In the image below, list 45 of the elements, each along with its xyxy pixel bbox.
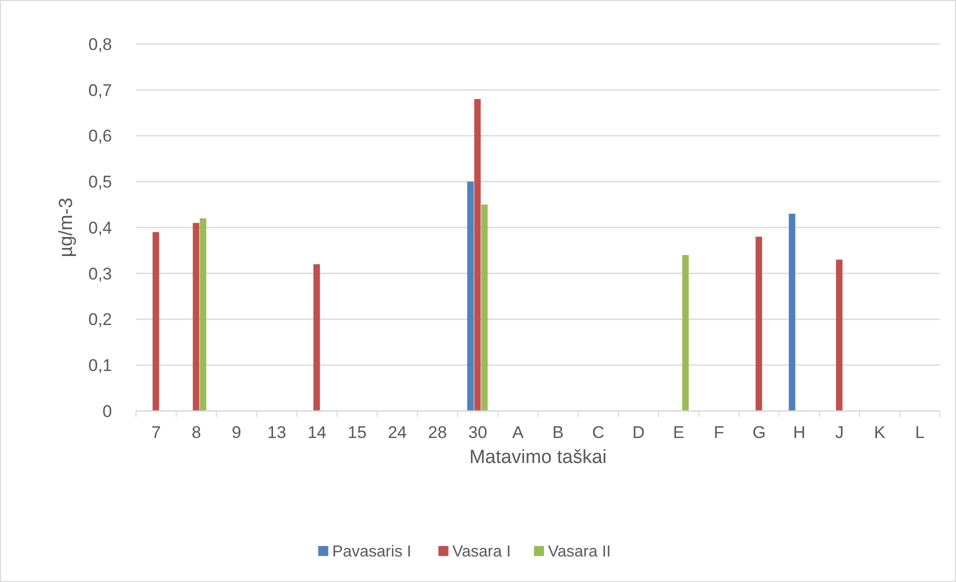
x-tick-label: 8 — [192, 423, 202, 442]
y-tick-label: 0,8 — [88, 34, 112, 54]
bar — [481, 204, 488, 411]
x-tick-label: 24 — [388, 423, 407, 442]
bar — [682, 255, 689, 411]
y-tick-label: 0,3 — [88, 264, 112, 284]
bar — [756, 236, 762, 411]
x-tick-label: C — [592, 423, 604, 442]
bar — [152, 232, 160, 411]
x-tick-label: D — [632, 423, 645, 442]
x-tick-label: K — [874, 423, 886, 442]
x-tick-label: 13 — [267, 423, 286, 442]
x-tick-label: J — [835, 423, 844, 442]
bar — [200, 218, 206, 411]
y-tick-label: 0,6 — [88, 126, 112, 146]
y-tick-label: 0,1 — [88, 356, 112, 376]
x-tick-label: H — [793, 423, 806, 442]
x-axis-title: Matavimo taškai — [469, 447, 607, 468]
bar — [788, 214, 796, 411]
legend-label: Vasara I — [452, 544, 511, 561]
bar — [474, 99, 481, 411]
x-tick-label: L — [915, 423, 925, 442]
x-tick-label: 9 — [232, 423, 242, 442]
x-tick-label: G — [752, 423, 766, 442]
y-tick-label: 0 — [102, 402, 112, 421]
legend-label: Vasara II — [548, 544, 611, 561]
x-tick-label: 14 — [307, 423, 326, 442]
x-tick-label: 7 — [151, 423, 161, 442]
x-tick-label: A — [512, 423, 524, 442]
x-tick-label: 30 — [468, 423, 488, 442]
x-tick-label: 28 — [428, 423, 447, 442]
bar — [313, 264, 320, 411]
bar — [836, 260, 842, 411]
bar — [467, 182, 474, 411]
legend-label: Pavasaris I — [332, 544, 412, 561]
x-tick-label: 15 — [348, 423, 367, 442]
bar — [192, 222, 200, 411]
x-tick-label: B — [552, 423, 564, 442]
y-axis-title: µg/m-3 — [56, 198, 77, 258]
x-tick-label: E — [673, 423, 684, 442]
y-tick-label: 0,5 — [88, 172, 112, 192]
y-tick-label: 0,2 — [88, 310, 112, 330]
x-tick-label: F — [714, 423, 724, 442]
y-tick-label: 0,7 — [88, 80, 112, 100]
y-tick-label: 0,4 — [88, 218, 112, 238]
